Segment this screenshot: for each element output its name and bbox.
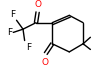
Text: O: O <box>41 58 48 67</box>
Text: O: O <box>35 0 42 9</box>
Text: F: F <box>26 43 31 52</box>
Text: F: F <box>10 10 15 19</box>
Text: F: F <box>7 28 12 37</box>
